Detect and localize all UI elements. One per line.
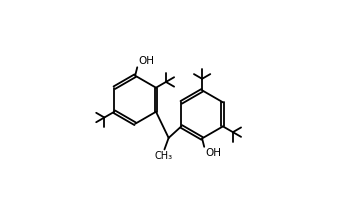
Text: OH: OH <box>138 56 154 66</box>
Text: CH₃: CH₃ <box>154 151 172 161</box>
Text: OH: OH <box>205 148 221 158</box>
